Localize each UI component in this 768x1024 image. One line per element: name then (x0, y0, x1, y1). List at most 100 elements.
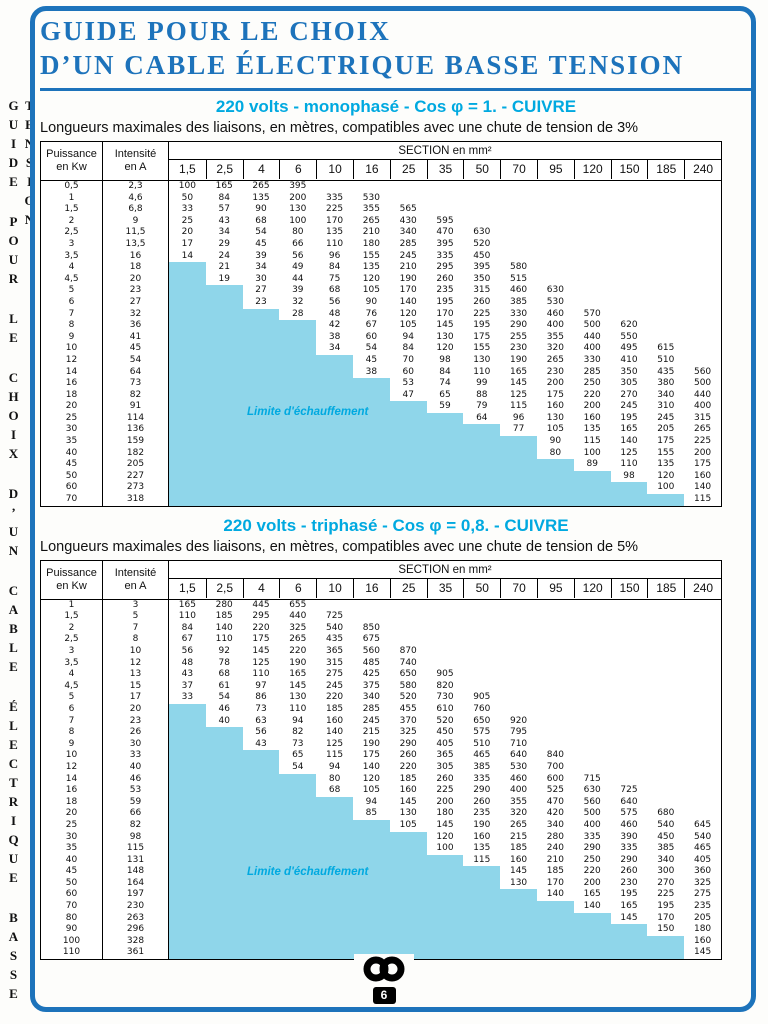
length-value-cell: 185 (546, 866, 564, 877)
length-value-cell: 140 (215, 622, 233, 633)
length-value-cell: 370 (399, 715, 417, 726)
cell-puissance: 2 (41, 622, 103, 635)
length-value-cell: 97 (255, 680, 267, 691)
length-value-cell: 325 (693, 877, 712, 888)
length-value-cell: 56 (328, 296, 341, 307)
length-value-cell: 210 (399, 262, 417, 273)
col-header-puissance: Puissance en Kw (41, 560, 103, 599)
length-value-cell: 330 (509, 308, 528, 319)
cell-puissance: 10 (41, 343, 103, 355)
length-value-cell: 115 (583, 436, 601, 447)
length-value-cell: 105 (399, 320, 417, 331)
length-value-cell: 290 (399, 738, 417, 749)
length-value-cell: 300 (657, 866, 675, 877)
page-title-line2: D’UN CABLE ÉLECTRIQUE BASSE TENSION (40, 50, 685, 80)
length-value-cell: 68 (328, 285, 341, 296)
section-col-header: 150 (610, 160, 648, 179)
length-value-cell: 355 (509, 796, 528, 807)
section-col-header: 35 (426, 578, 464, 598)
length-value-cell: 160 (546, 401, 564, 412)
cell-intensite: 66 (103, 808, 169, 820)
page-number-badge: 6 (372, 987, 396, 1004)
length-value-cell: 33 (181, 204, 194, 215)
length-value-cell: 485 (362, 657, 380, 668)
length-value-cell: 100 (178, 181, 196, 191)
col-header-line: en A (124, 161, 147, 173)
thermal-limit-fill (169, 424, 501, 437)
length-value-cell: 235 (436, 285, 454, 296)
cell-intensite: 23 (103, 715, 169, 728)
thermal-limit-fill (169, 773, 317, 786)
length-value-cell: 325 (399, 727, 417, 738)
length-value-cell: 34 (328, 343, 341, 354)
length-value-cell: 180 (436, 808, 454, 819)
table-row: 45 148 145 185 220 260 300 360 (41, 866, 721, 878)
length-value-cell: 905 (473, 692, 491, 703)
table-row: 100 328 160 (41, 935, 721, 948)
length-value-cell: 84 (181, 622, 194, 633)
length-value-cell: 260 (399, 750, 417, 761)
length-value-cell: 715 (583, 773, 601, 784)
table-row: 70 318 115 (41, 494, 721, 506)
length-value-cell: 120 (436, 831, 454, 842)
length-value-cell: 220 (289, 646, 307, 656)
cell-intensite: 32 (103, 308, 169, 321)
length-value-cell: 61 (218, 680, 230, 691)
table-row: 14 64 38 60 84 110 165 230 285 350 435 560 (41, 366, 721, 379)
length-value-cell: 135 (657, 459, 675, 470)
length-value-cell: 395 (289, 181, 307, 191)
thermal-limit-fill (169, 354, 353, 367)
length-value-cell: 54 (218, 692, 230, 703)
thermal-limit-fill (169, 470, 611, 483)
thermal-limit-fill (169, 924, 648, 936)
length-value-cell: 575 (620, 808, 638, 819)
length-value-cell: 260 (436, 273, 454, 284)
cell-intensite: 263 (103, 912, 169, 925)
thermal-limit-fill (169, 296, 243, 309)
section-col-header: 2,5 (205, 160, 243, 179)
table-row: 4 13 43 68 110 165 275 425 650 905 (41, 669, 721, 681)
thermal-limit-fill (169, 727, 243, 739)
length-value-cell: 595 (436, 215, 454, 226)
length-value-cell: 145 (620, 912, 638, 923)
length-value-cell: 54 (292, 761, 304, 772)
length-value-cell: 63 (255, 715, 267, 726)
length-value-cell: 400 (583, 343, 601, 354)
section-col-header: 2,5 (205, 578, 243, 598)
cell-intensite: 15 (103, 680, 169, 693)
length-value-cell: 160 (693, 470, 712, 481)
thermal-limit-fill (169, 889, 537, 902)
section-col-header: 240 (684, 578, 721, 598)
length-value-cell: 67 (365, 320, 378, 331)
table-row: 4,5 15 37 61 97 145 245 375 580 820 (41, 680, 721, 693)
length-value-cell: 74 (439, 378, 451, 389)
cell-intensite: 40 (103, 761, 169, 774)
cell-puissance: 60 (41, 889, 103, 902)
length-value-cell: 84 (439, 366, 451, 377)
length-value-cell: 165 (620, 901, 638, 912)
length-value-cell: 90 (255, 204, 267, 215)
length-value-cell: 130 (289, 204, 307, 215)
length-value-cell: 530 (546, 296, 564, 307)
thermal-limit-fill (169, 761, 280, 774)
cell-puissance: 8 (41, 727, 103, 739)
table-row: 110 361 145 (41, 947, 721, 960)
cell-puissance: 2,5 (41, 634, 103, 646)
length-value-cell: 350 (620, 366, 638, 377)
length-value-cell: 175 (693, 459, 712, 470)
cell-intensite: 136 (103, 424, 169, 437)
page-border-frame (30, 6, 756, 1012)
cell-puissance: 35 (41, 843, 103, 855)
length-value-cell: 420 (546, 808, 564, 819)
length-value-cell: 170 (657, 912, 675, 923)
length-value-cell: 265 (252, 181, 270, 191)
length-value-cell: 60 (402, 366, 414, 377)
table-row: 60 197 140 165 195 225 275 (41, 889, 721, 902)
length-value-cell: 425 (362, 669, 380, 680)
length-value-cell: 250 (583, 854, 601, 865)
cell-intensite: 13 (103, 669, 169, 681)
thermal-limit-fill (169, 715, 206, 728)
length-value-cell: 200 (583, 401, 601, 412)
length-value-cell: 56 (181, 646, 194, 656)
